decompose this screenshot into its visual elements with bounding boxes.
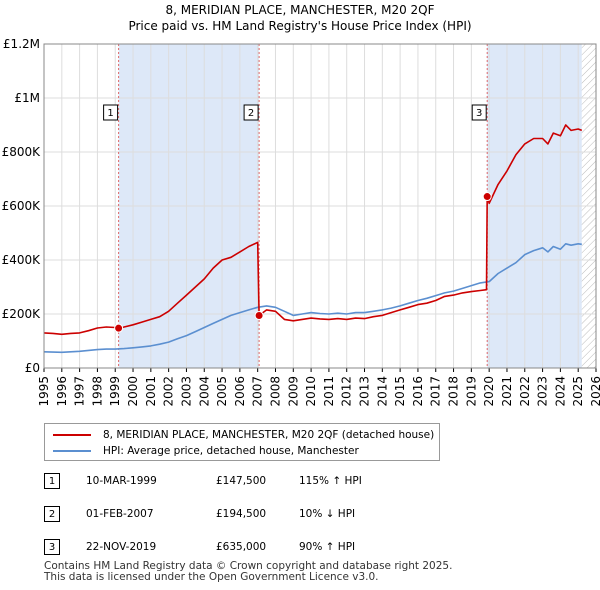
sale-number-box: 2 — [243, 104, 259, 121]
x-tick-label: 2014 — [375, 376, 389, 407]
footer-copyright: Contains HM Land Registry data © Crown c… — [44, 560, 453, 572]
hpi-line — [43, 243, 582, 354]
legend-swatch-property — [53, 434, 91, 436]
sale-box-frame — [471, 104, 487, 121]
sale-row: 1 10-MAR-1999 £147,500 115% ↑ HPI — [44, 473, 444, 491]
sale-hpi-change: 115% ↑ HPI — [299, 475, 362, 487]
sale-date: 01-FEB-2007 — [86, 508, 154, 520]
y-tick-label: £1.2M — [3, 37, 40, 51]
legend-label-property: 8, MERIDIAN PLACE, MANCHESTER, M20 2QF (… — [103, 429, 435, 441]
price-chart: 8, MERIDIAN PLACE, MANCHESTER, M20 2QF P… — [2, 3, 600, 407]
x-tick-label: 2022 — [518, 376, 532, 407]
sale-number-badge: 3 — [44, 539, 60, 555]
sale-date: 22-NOV-2019 — [86, 541, 157, 553]
x-tick-label: 1998 — [90, 376, 104, 407]
x-tick-label: 2010 — [304, 376, 318, 407]
x-tick-label: 2008 — [268, 376, 282, 407]
x-tick-label: 2018 — [447, 376, 461, 407]
x-tick-label: 2025 — [571, 376, 585, 407]
x-tick-label: 1997 — [73, 376, 87, 407]
sale-number-badge: 2 — [44, 506, 60, 522]
x-tick-label: 1996 — [55, 376, 69, 407]
sale-point — [482, 192, 492, 202]
x-tick-label: 2012 — [340, 376, 354, 407]
x-tick-label: 2023 — [536, 376, 550, 407]
sale-price: £635,000 — [216, 541, 267, 553]
sale-row: 2 01-FEB-2007 £194,500 10% ↓ HPI — [44, 506, 444, 524]
legend-swatch-hpi — [53, 450, 91, 452]
sale-box-frame — [243, 104, 259, 121]
footer-licence: This data is licensed under the Open Gov… — [44, 571, 379, 583]
sale-hpi-change: 90% ↑ HPI — [299, 541, 356, 553]
sale-box-frame — [103, 104, 119, 121]
footer: Contains HM Land Registry data © Crown c… — [44, 561, 452, 583]
y-tick-label: £200K — [2, 307, 42, 321]
x-tick-label: 2002 — [162, 376, 176, 407]
sale-number-badge: 1 — [44, 473, 60, 489]
x-tick-label: 2024 — [553, 376, 567, 407]
legend-label-hpi: HPI: Average price, detached house, Manc… — [103, 445, 359, 457]
x-tick-label: 2005 — [215, 376, 229, 407]
x-tick-label: 2013 — [358, 376, 372, 407]
x-tick-label: 2021 — [500, 376, 514, 407]
x-tick-label: 2007 — [251, 376, 265, 407]
y-tick-label: £0 — [25, 361, 40, 375]
sale-row: 3 22-NOV-2019 £635,000 90% ↑ HPI — [44, 539, 444, 557]
x-tick-label: 2015 — [393, 376, 407, 407]
x-tick-label: 2016 — [411, 376, 425, 407]
sale-box-number: 1 — [107, 108, 113, 119]
x-tick-label: 2004 — [197, 376, 211, 407]
sale-point — [254, 310, 264, 320]
chart-subtitle: Price paid vs. HM Land Registry's House … — [128, 19, 471, 33]
sale-price: £194,500 — [216, 508, 267, 520]
sale-number-box: 3 — [471, 104, 487, 121]
x-tick-label: 2011 — [322, 376, 336, 407]
x-tick-label: 2003 — [179, 376, 193, 407]
sale-number-box: 1 — [103, 104, 119, 121]
property-price-line — [43, 124, 583, 336]
x-tick-label: 2001 — [144, 376, 158, 407]
legend: 8, MERIDIAN PLACE, MANCHESTER, M20 2QF (… — [44, 423, 440, 461]
sale-date: 10-MAR-1999 — [86, 475, 157, 487]
sale-box-number: 3 — [476, 108, 482, 119]
sale-point — [114, 323, 124, 333]
legend-item-hpi: HPI: Average price, detached house, Manc… — [53, 444, 359, 458]
x-tick-label: 2026 — [589, 376, 600, 407]
y-tick-label: £600K — [2, 199, 42, 213]
x-tick-label: 2019 — [464, 376, 478, 407]
sale-box-number: 2 — [248, 108, 254, 119]
x-tick-label: 2009 — [286, 376, 300, 407]
x-tick-label: 1999 — [108, 376, 122, 407]
y-tick-label: £1M — [14, 91, 40, 105]
x-tick-label: 2006 — [233, 376, 247, 407]
y-tick-label: £400K — [2, 253, 42, 267]
x-tick-label: 2020 — [482, 376, 496, 407]
sale-hpi-change: 10% ↓ HPI — [299, 508, 356, 520]
legend-item-property: 8, MERIDIAN PLACE, MANCHESTER, M20 2QF (… — [53, 428, 434, 442]
chart-title: 8, MERIDIAN PLACE, MANCHESTER, M20 2QF — [165, 3, 434, 17]
x-tick-label: 2000 — [126, 376, 140, 407]
y-tick-label: £800K — [2, 145, 42, 159]
x-tick-label: 2017 — [429, 376, 443, 407]
plot-frame — [43, 43, 597, 369]
sale-price: £147,500 — [216, 475, 267, 487]
x-tick-label: 1995 — [37, 376, 51, 407]
